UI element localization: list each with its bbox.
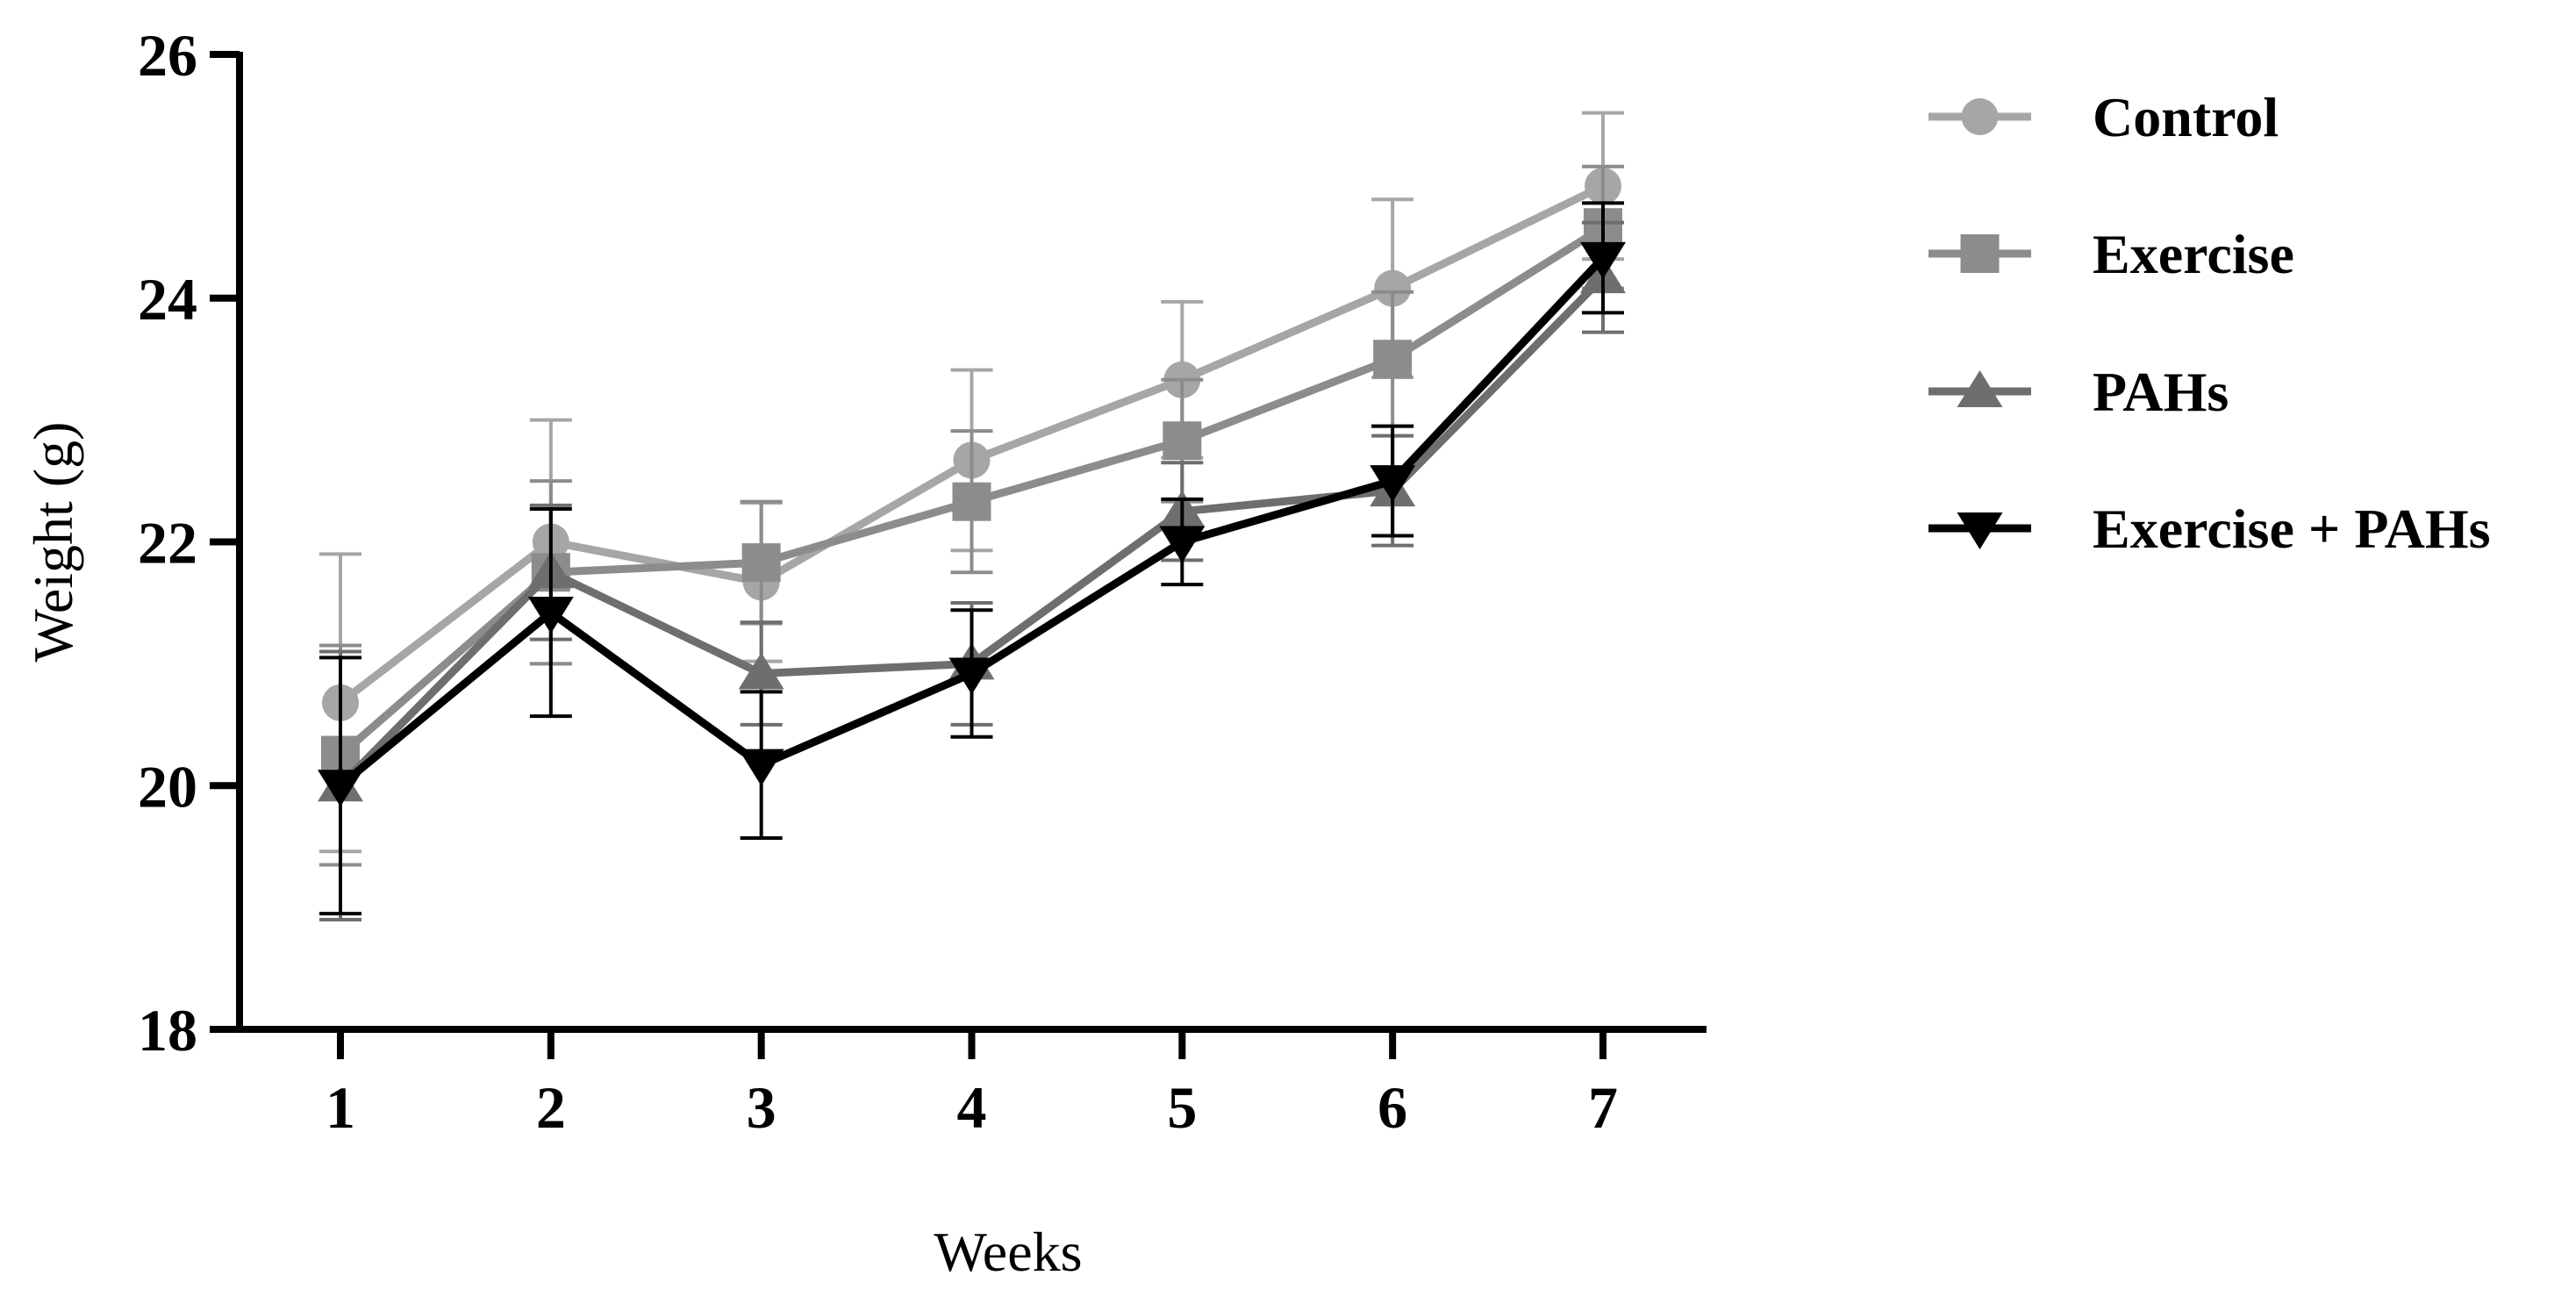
y-tick-label-24: 24 bbox=[138, 266, 197, 333]
point-exercise-pahs-6 bbox=[1370, 465, 1416, 503]
x-axis-title: Weeks bbox=[934, 1221, 1083, 1283]
legend-marker-exercise-pahs bbox=[1957, 512, 2003, 549]
x-tick-label-1: 1 bbox=[326, 1074, 355, 1141]
point-exercise-pahs-1 bbox=[318, 770, 363, 807]
series-exercise-pahs bbox=[318, 201, 1626, 916]
legend-entry-exercise: Exercise bbox=[1928, 223, 2294, 285]
legend-entry-pahs: PAHs bbox=[1928, 361, 2229, 423]
y-tick-label-18: 18 bbox=[138, 997, 197, 1064]
legend-entry-exercise-pahs: Exercise + PAHs bbox=[1928, 498, 2491, 560]
point-exercise-pahs-4 bbox=[948, 657, 995, 695]
point-exercise-4 bbox=[952, 482, 991, 521]
y-axis-title: Weight (g) bbox=[22, 422, 84, 663]
legend: Control Exercise PAHs Exercise + PAHs bbox=[1928, 86, 2491, 560]
point-exercise-pahs-7 bbox=[1580, 241, 1626, 279]
point-pahs-3 bbox=[738, 652, 784, 690]
y-tick-label-22: 22 bbox=[138, 510, 197, 577]
x-tick-label-3: 3 bbox=[747, 1074, 776, 1141]
x-tick-label-6: 6 bbox=[1377, 1074, 1407, 1141]
legend-label-exercise-pahs: Exercise + PAHs bbox=[2093, 498, 2491, 560]
point-exercise-pahs-2 bbox=[527, 597, 574, 634]
legend-marker-pahs bbox=[1957, 370, 2003, 407]
point-exercise-pahs-3 bbox=[738, 749, 784, 786]
legend-label-pahs: PAHs bbox=[2093, 361, 2229, 423]
x-tick-label-2: 2 bbox=[536, 1074, 566, 1141]
legend-marker-exercise bbox=[1960, 234, 2000, 273]
legend-label-exercise: Exercise bbox=[2093, 223, 2294, 285]
legend-marker-control bbox=[1961, 98, 1999, 135]
point-exercise-3 bbox=[741, 543, 781, 583]
x-tick-label-5: 5 bbox=[1167, 1074, 1197, 1141]
x-tick-label-7: 7 bbox=[1588, 1074, 1618, 1141]
point-control-6 bbox=[1374, 269, 1412, 307]
y-tick-label-26: 26 bbox=[138, 22, 197, 89]
legend-entry-control: Control bbox=[1928, 86, 2279, 148]
x-tick-label-4: 4 bbox=[957, 1074, 987, 1141]
legend-label-control: Control bbox=[2093, 86, 2279, 148]
point-exercise-6 bbox=[1373, 340, 1413, 379]
y-tick-label-20: 20 bbox=[138, 753, 197, 820]
point-exercise-5 bbox=[1163, 421, 1202, 461]
series-layer bbox=[318, 111, 1626, 922]
point-exercise-pahs-5 bbox=[1159, 526, 1206, 563]
axes: 18 20 22 24 26 1 2 3 4 5 6 7 bbox=[138, 22, 1707, 1141]
